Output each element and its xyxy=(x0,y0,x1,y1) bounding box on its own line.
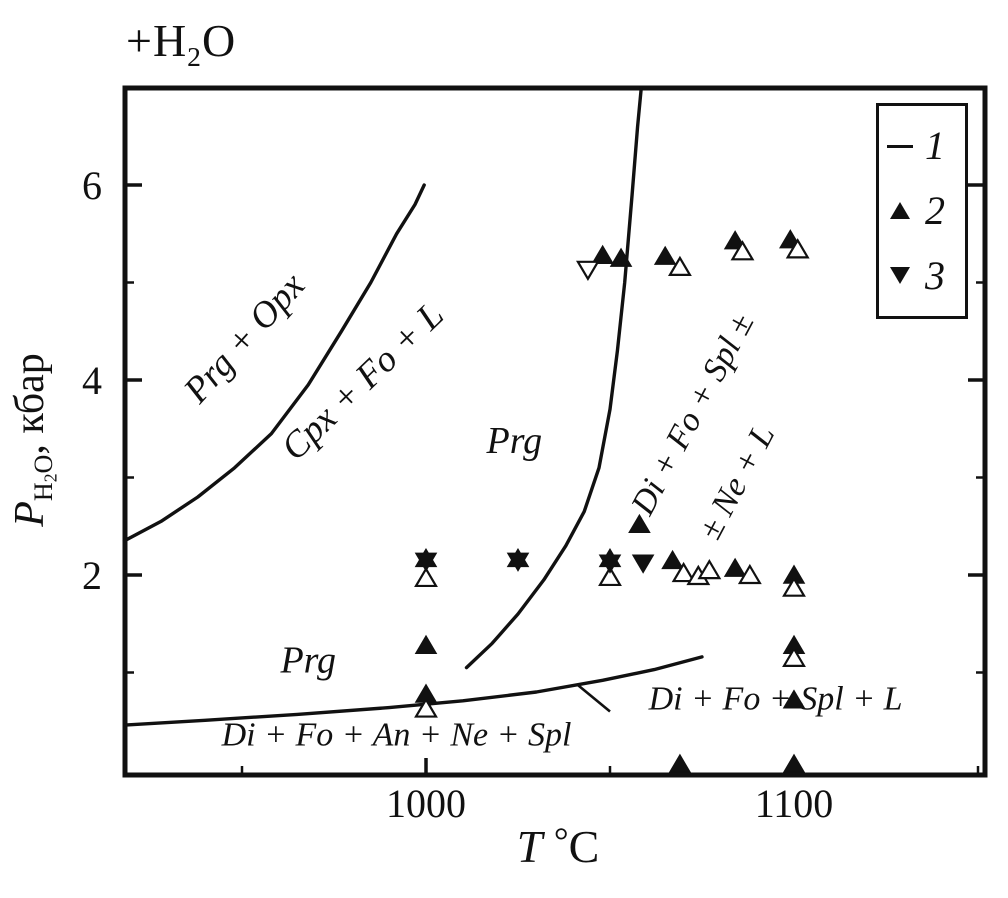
y-axis-sub-o: O xyxy=(29,454,59,474)
data-point-marker-3-open xyxy=(575,260,600,281)
water-note-prefix: +H xyxy=(126,15,188,66)
axis-frame xyxy=(122,85,988,778)
legend-item-triangle-down: 3 xyxy=(887,252,965,298)
data-point-marker-2 xyxy=(668,753,692,773)
y-axis-subscript: H2O xyxy=(29,454,61,502)
region-label: Cpx + Fo + L xyxy=(274,294,452,468)
water-note-suffix: O xyxy=(201,15,237,66)
triangle-up-icon xyxy=(887,202,913,220)
data-point-marker-2-open xyxy=(782,646,806,667)
x-axis-variable: T xyxy=(516,821,543,873)
water-note-subscript: 2 xyxy=(187,41,202,73)
legend-box: 1 2 3 xyxy=(876,103,968,319)
x-axis-title: T °C xyxy=(517,819,600,873)
legend-item-triangle-up: 2 xyxy=(887,187,965,233)
y-axis-title: PH2O, кбар xyxy=(6,353,61,527)
data-point-marker-3 xyxy=(506,552,530,572)
data-point-marker-2-open xyxy=(671,561,696,583)
data-point-marker-3 xyxy=(598,554,622,574)
data-point-marker-2-open xyxy=(730,240,755,261)
region-label: Prg xyxy=(486,420,543,462)
legend-label-2: 2 xyxy=(925,187,945,233)
legend-item-line: 1 xyxy=(887,126,965,166)
y-tick-label: 2 xyxy=(82,553,102,598)
y-axis-sub-h: H xyxy=(29,482,59,502)
data-point-marker-2 xyxy=(628,513,651,534)
data-point-marker-3 xyxy=(631,554,655,574)
prg-opx-boundary xyxy=(122,183,426,543)
data-point-marker-2-open xyxy=(414,697,438,718)
legend-label-3: 3 xyxy=(925,252,945,298)
region-label: Di + Fo + Spl + L xyxy=(648,681,903,718)
legend-label-1: 1 xyxy=(925,123,945,169)
data-point-marker-2 xyxy=(661,549,684,570)
data-point-marker-2 xyxy=(609,247,633,267)
x-tick-label: 1000 xyxy=(386,781,466,826)
region-label: Prg + Opx xyxy=(175,265,313,412)
data-point-marker-2-open xyxy=(598,565,622,587)
y-axis-sub-2: 2 xyxy=(40,473,61,483)
data-point-marker-2-open xyxy=(785,238,810,259)
x-tick-label: 1100 xyxy=(755,781,834,826)
y-axis-unit: , кбар xyxy=(7,353,53,455)
data-point-marker-2-open xyxy=(737,563,762,585)
data-point-marker-2-open xyxy=(697,558,722,580)
data-point-marker-2-open xyxy=(667,255,692,276)
data-point-marker-2 xyxy=(653,245,677,265)
region-label: Di + Fo + An + Ne + Spl xyxy=(221,717,572,754)
data-point-marker-2 xyxy=(723,557,747,577)
data-point-marker-2 xyxy=(782,689,806,709)
degree-symbol: ° xyxy=(553,819,569,861)
y-tick-label: 6 xyxy=(82,163,102,208)
region-label: ± Ne + L xyxy=(691,419,782,546)
line-symbol-icon xyxy=(887,144,913,148)
prg-breakdown-boundary xyxy=(464,85,643,670)
solidus-boundary xyxy=(122,655,704,727)
data-point-marker-3 xyxy=(414,552,438,572)
data-point-marker-2-open xyxy=(414,566,438,588)
label-leader-line xyxy=(576,683,611,713)
data-point-marker-2 xyxy=(591,244,614,264)
x-axis-unit: C xyxy=(568,821,600,873)
data-point-marker-2 xyxy=(782,753,806,773)
y-tick-label: 4 xyxy=(82,358,102,403)
data-point-marker-2-open xyxy=(782,576,806,597)
triangle-down-icon xyxy=(887,267,913,285)
water-saturation-note: +H2O xyxy=(126,14,237,70)
region-label: Prg xyxy=(279,640,336,682)
y-axis-variable: P xyxy=(7,501,53,527)
data-point-marker-2 xyxy=(414,634,438,654)
